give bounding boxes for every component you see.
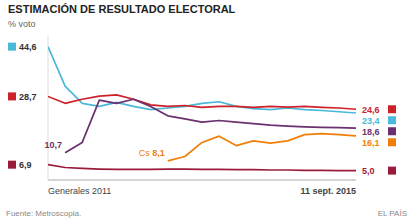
party-icon [8, 161, 16, 169]
y-axis [48, 36, 49, 180]
data-label: 18,6 [362, 127, 380, 137]
series-line [48, 165, 356, 171]
y-axis-label: % voto [8, 19, 36, 29]
data-label: 23,4 [362, 116, 380, 126]
party-icon [388, 138, 396, 146]
data-label: 10,7 [45, 140, 63, 150]
data-label: 16,1 [362, 138, 380, 148]
annotation: EL PAÍS [378, 209, 407, 218]
series-name: Cs [139, 148, 150, 158]
party-icon [8, 43, 16, 51]
series-line [168, 134, 356, 161]
x-tick-label: 11 sept. 2015 [300, 186, 356, 196]
party-icon [388, 127, 396, 135]
title: ESTIMACIÓN DE RESULTADO ELECTORAL [8, 3, 236, 15]
data-label-value: 10,7 [45, 140, 63, 150]
party-icon [388, 105, 396, 113]
series-line [48, 47, 356, 113]
x-axis [48, 180, 356, 181]
data-label: 28,7 [19, 92, 37, 102]
chart: ESTIMACIÓN DE RESULTADO ELECTORAL % voto G… [0, 0, 413, 222]
data-label: 6,9 [19, 160, 32, 170]
party-icon [388, 116, 396, 124]
data-label: 44,6 [19, 42, 37, 52]
plot-area [48, 47, 356, 171]
series-line [65, 99, 356, 153]
party-icon [8, 92, 16, 100]
data-label: 5,0 [362, 166, 375, 176]
data-label-value: 8,1 [152, 148, 165, 158]
x-tick-label: Generales 2011 [48, 186, 111, 196]
annotation: Fuente: Metroscopia. [6, 209, 81, 218]
party-icon [388, 167, 396, 175]
data-label: Cs 8,1 [139, 148, 165, 158]
series-line [48, 95, 356, 109]
data-label: 24,6 [362, 105, 380, 115]
